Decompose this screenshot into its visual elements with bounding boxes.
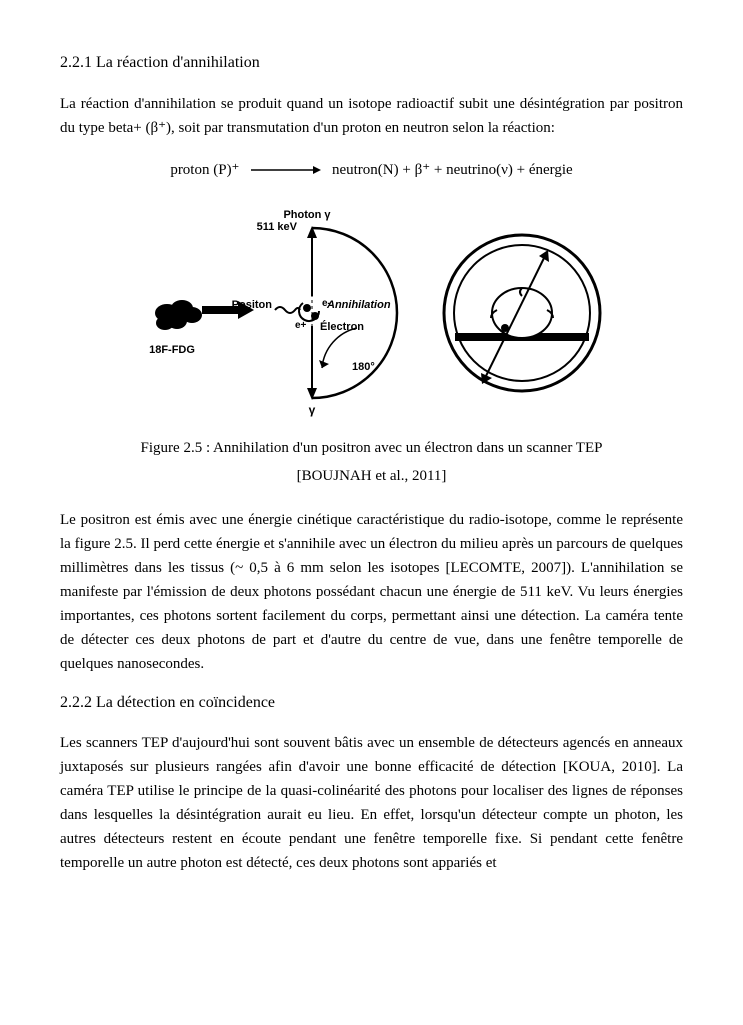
section2-para1: Les scanners TEP d'aujourd'hui sont souv… [60,731,683,875]
section-title: La réaction d'annihilation [96,54,260,71]
reaction-equation: proton (P)⁺ neutron(N) + β⁺ + neutrino(ν… [60,158,683,182]
section-heading-221: 2.2.1 La réaction d'annihilation [60,50,683,76]
figure-caption: Figure 2.5 : Annihilation d'un positron … [60,436,683,488]
energy-label: 511 keV [256,221,297,233]
annihilation-diagram: 18F-FDG Positon e- e+ Électron Annihilat… [137,208,407,418]
section-heading-222: 2.2.2 La détection en coïncidence [60,690,683,716]
annihilation-label: Annihilation [326,299,391,311]
section-number: 2.2.1 [60,54,92,71]
section1-para2: Le positron est émis avec une énergie ci… [60,508,683,676]
positon-label: Positon [231,299,272,311]
scanner-diagram [437,228,607,398]
section1-para1: La réaction d'annihilation se produit qu… [60,92,683,140]
equation-right: neutron(N) + β⁺ + neutrino(ν) + énergie [332,162,573,178]
section-number-2: 2.2.2 [60,694,92,711]
figure-caption-text: Figure 2.5 : Annihilation d'un positron … [60,436,683,460]
angle-label: 180° [352,361,375,373]
photon-top-label: Photon γ [283,209,331,221]
figure-2-5: 18F-FDG Positon e- e+ Électron Annihilat… [60,208,683,418]
figure-citation: [BOUJNAH et al., 2011] [60,464,683,488]
electron-label: Électron [320,320,364,333]
gamma-bottom-label: γ [308,403,315,417]
tracer-label: 18F-FDG [149,344,195,356]
e-plus-label: e+ [295,320,307,331]
equation-left: proton (P)⁺ [170,162,239,178]
section-title-2: La détection en coïncidence [96,694,275,711]
arrow-right-icon [251,165,321,175]
